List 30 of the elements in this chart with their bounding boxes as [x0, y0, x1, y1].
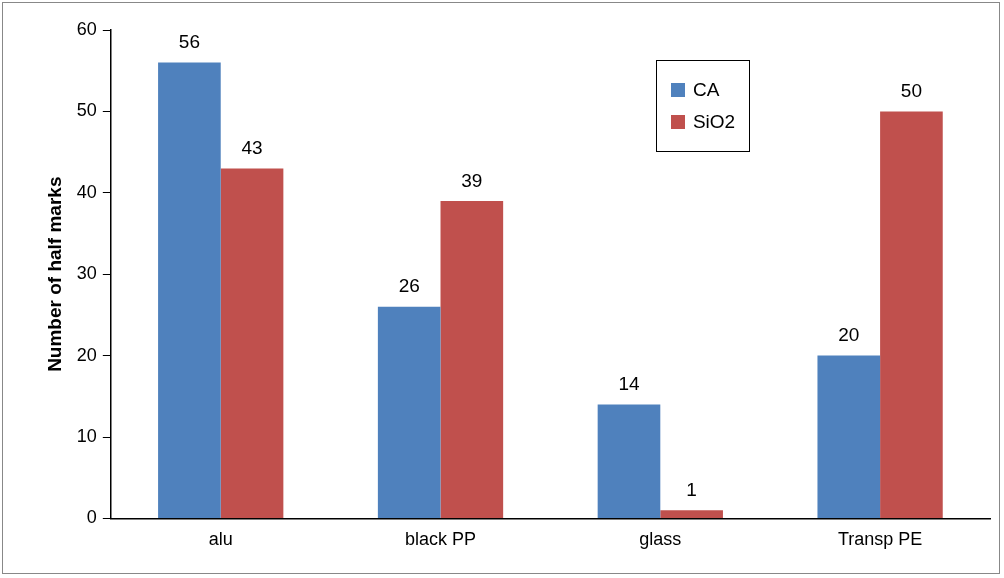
bar: [440, 200, 504, 518]
x-tick-label: black PP: [404, 529, 477, 550]
y-tick-label: 20: [76, 344, 97, 365]
bar: [220, 168, 284, 518]
y-tick-label: 0: [86, 507, 97, 528]
bar: [377, 306, 441, 518]
y-tick-label: 40: [76, 181, 97, 202]
legend-label: SiO2: [692, 111, 736, 133]
data-label: 14: [618, 373, 640, 395]
data-label: 39: [461, 169, 483, 191]
y-axis-title: Number of half marks: [43, 176, 65, 372]
x-tick-label: alu: [208, 529, 233, 550]
data-label: 43: [241, 137, 263, 159]
y-tick-label: 60: [76, 18, 97, 39]
bar: [660, 510, 723, 518]
data-label: 56: [178, 31, 200, 53]
x-tick-label: Transp PE: [837, 529, 923, 550]
y-tick-label: 50: [76, 100, 97, 121]
data-label: 26: [398, 275, 420, 297]
legend-label: CA: [692, 79, 720, 101]
bar: [158, 62, 221, 518]
data-label: 20: [838, 324, 860, 346]
y-tick-label: 10: [76, 425, 97, 446]
bar: [597, 404, 661, 518]
x-tick-label: glass: [639, 529, 682, 550]
data-label: 50: [900, 80, 922, 102]
bar: [880, 111, 943, 518]
y-tick-label: 30: [76, 263, 97, 284]
bar: [817, 355, 881, 518]
data-label: 1: [686, 478, 697, 500]
